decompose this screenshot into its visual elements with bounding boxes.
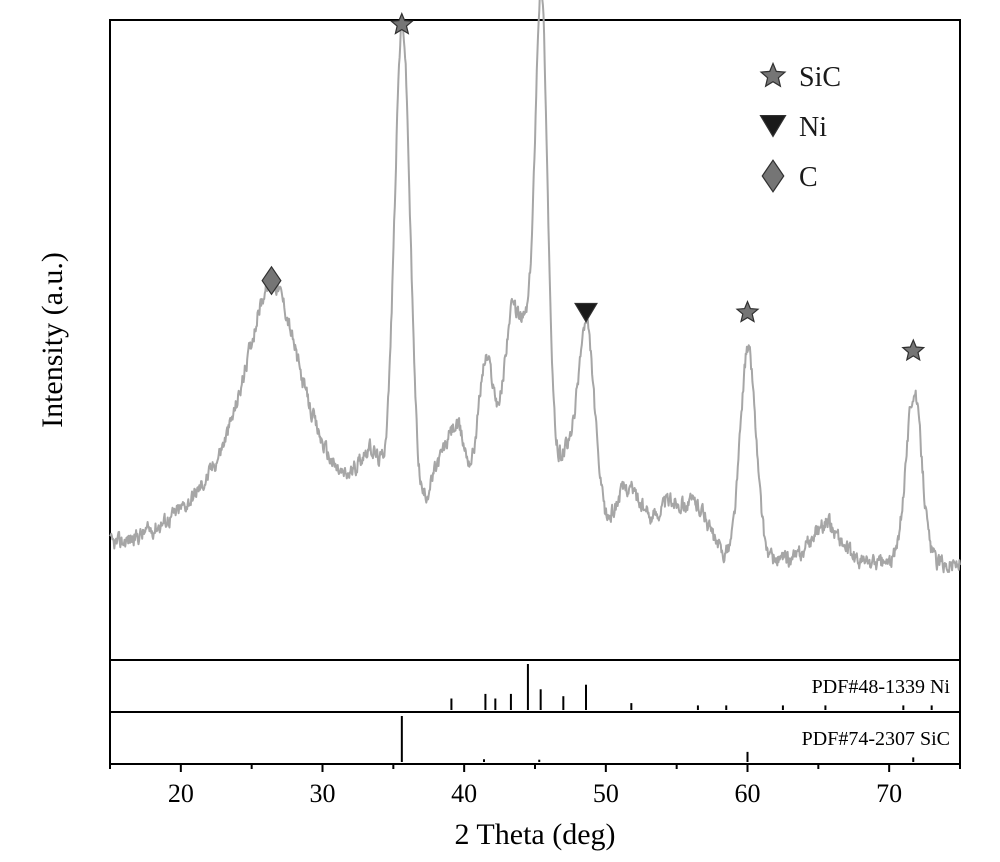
legend-label: SiC bbox=[799, 62, 841, 93]
triangle-icon bbox=[760, 116, 785, 137]
legend-label: Ni bbox=[799, 112, 827, 143]
x-axis-label: 2 Theta (deg) bbox=[454, 818, 615, 851]
x-tick-label: 30 bbox=[310, 779, 336, 808]
x-tick-label: 70 bbox=[876, 779, 902, 808]
x-tick-label: 40 bbox=[451, 779, 477, 808]
x-tick-label: 50 bbox=[593, 779, 619, 808]
diamond-icon bbox=[762, 160, 784, 192]
star-icon bbox=[903, 340, 924, 360]
x-tick-label: 60 bbox=[735, 779, 761, 808]
triangle-icon bbox=[575, 304, 597, 322]
star-icon bbox=[737, 302, 758, 322]
star-icon bbox=[761, 63, 785, 86]
legend-label: C bbox=[799, 162, 818, 193]
xrd-chart: SiC Ni C PDF#48-1339 Ni PDF#74-2307 SiC 20 30 4… bbox=[0, 0, 1000, 862]
y-axis-label: Intensity (a.u.) bbox=[36, 252, 69, 428]
star-icon bbox=[391, 14, 412, 34]
x-tick-label: 20 bbox=[168, 779, 194, 808]
pdf-lane-label: PDF#74-2307 SiC bbox=[802, 728, 950, 750]
pdf-lane-label: PDF#48-1339 Ni bbox=[812, 676, 951, 698]
chart-svg: SiC Ni C PDF#48-1339 Ni PDF#74-2307 SiC 20 30 4… bbox=[0, 0, 1000, 862]
